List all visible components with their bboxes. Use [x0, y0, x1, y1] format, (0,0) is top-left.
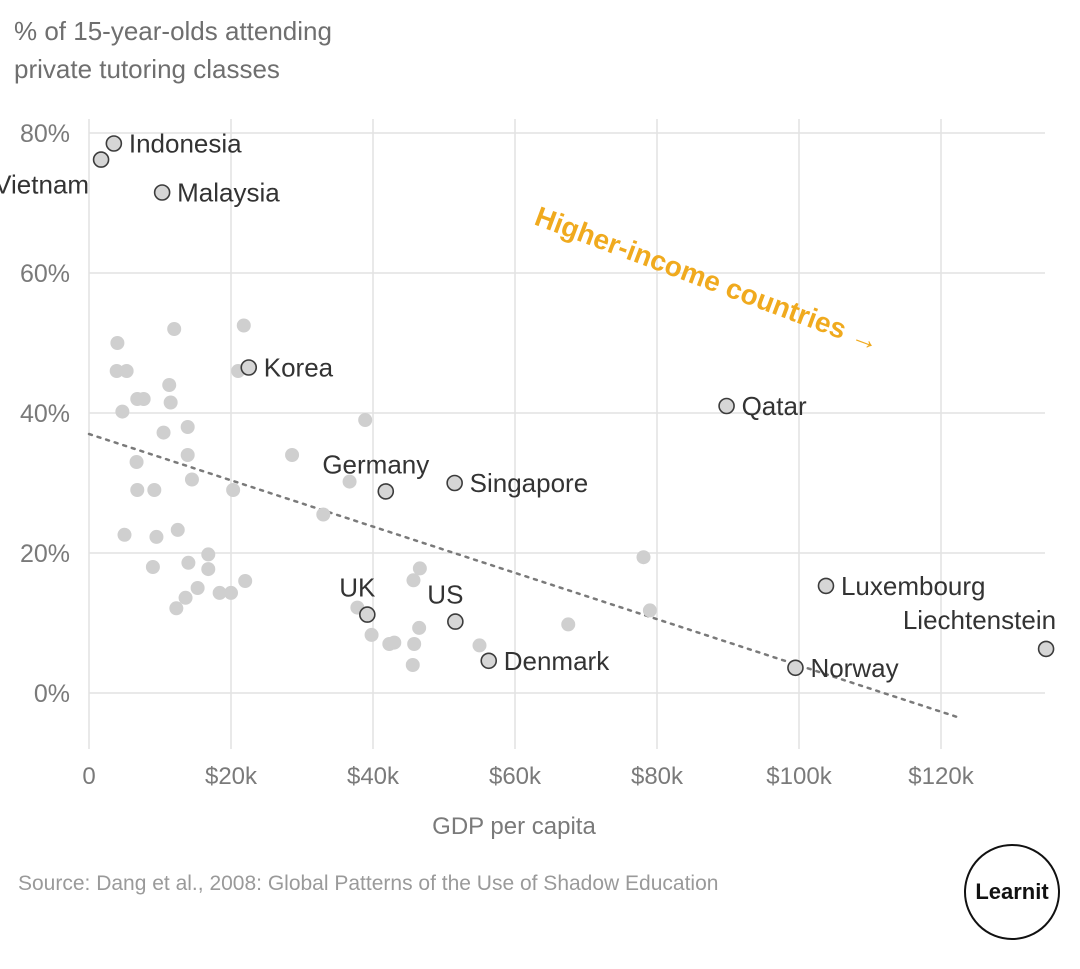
- y-tick-label: 60%: [20, 260, 70, 288]
- data-point: [405, 658, 420, 672]
- point-label-vietnam: Vietnam: [0, 170, 89, 200]
- data-point: [117, 527, 132, 542]
- y-axis-title-line-1: % of 15-year-olds attending: [14, 16, 332, 46]
- labeled-point-liechtenstein: [1037, 640, 1055, 658]
- data-point: [110, 336, 125, 350]
- labeled-point-us: [447, 613, 464, 630]
- data-point: [156, 425, 171, 440]
- data-point: [342, 474, 357, 489]
- point-label-korea: Korea: [264, 353, 334, 383]
- point-label-qatar: Qatar: [742, 391, 807, 421]
- data-point: [181, 555, 196, 570]
- logo-text: Learnit: [975, 879, 1049, 904]
- y-axis-title-line-2: private tutoring classes: [14, 54, 280, 84]
- data-point: [358, 413, 373, 427]
- data-point: [412, 561, 427, 576]
- point-label-uk: UK: [339, 573, 376, 603]
- point-label-luxembourg: Luxembourg: [841, 571, 986, 601]
- data-point: [412, 620, 427, 635]
- x-tick-label: $80k: [631, 763, 684, 790]
- source-note: Source: Dang et al., 2008: Global Patter…: [18, 872, 719, 895]
- data-point: [224, 585, 238, 600]
- data-point: [364, 627, 379, 642]
- point-label-indonesia: Indonesia: [129, 129, 242, 159]
- x-tick-label: 0: [82, 763, 95, 790]
- higher-income-annotation: Higher-income countries →: [531, 201, 884, 358]
- data-point: [145, 560, 160, 574]
- labeled-point-uk: [359, 606, 376, 623]
- labeled-point-indonesia: [105, 135, 123, 152]
- data-point: [316, 507, 331, 522]
- data-point: [285, 448, 300, 462]
- data-point: [236, 318, 251, 333]
- x-tick-label: $60k: [489, 763, 542, 790]
- data-point: [407, 637, 422, 651]
- data-point: [472, 638, 487, 653]
- data-point: [406, 573, 421, 588]
- trend-line-group: [87, 432, 960, 719]
- point-label-singapore: Singapore: [470, 468, 589, 498]
- data-point: [178, 590, 193, 605]
- data-point: [238, 574, 253, 588]
- points: [92, 135, 1055, 677]
- data-point: [201, 562, 216, 577]
- data-point: [169, 601, 184, 616]
- point-label-norway: Norway: [810, 653, 898, 683]
- data-point: [201, 547, 216, 562]
- labeled-point-korea: [240, 359, 258, 376]
- data-point: [170, 522, 185, 537]
- data-point: [226, 483, 241, 497]
- data-point: [119, 364, 134, 378]
- data-point: [642, 603, 657, 618]
- labeled-point-norway: [787, 659, 804, 677]
- data-point: [561, 617, 576, 632]
- point-label-germany: Germany: [322, 449, 429, 479]
- data-point: [149, 529, 164, 544]
- x-tick-label: $100k: [766, 763, 832, 790]
- labeled-point-malaysia: [153, 184, 171, 201]
- y-axis-title: % of 15-year-olds attending private tuto…: [14, 12, 332, 88]
- learnit-logo: Learnit: [964, 844, 1060, 940]
- labeled-point-germany: [377, 483, 395, 500]
- grid: [88, 119, 1045, 749]
- y-tick-label: 80%: [20, 120, 70, 148]
- point-label-denmark: Denmark: [504, 646, 610, 676]
- trend-line: [87, 432, 960, 719]
- data-point: [167, 322, 182, 336]
- data-point: [636, 550, 651, 565]
- data-point: [382, 637, 397, 651]
- data-point: [109, 364, 124, 378]
- axis-ticks: 0% 20% 40% 60% 80% 0 $20k $40k $60k $80k $100k $120…: [20, 120, 975, 790]
- data-point: [115, 404, 130, 419]
- data-point: [180, 448, 195, 462]
- data-point: [162, 378, 177, 392]
- y-tick-label: 0%: [34, 680, 70, 708]
- data-point: [147, 483, 162, 497]
- labeled-point-qatar: [718, 397, 735, 415]
- x-axis-title: GDP per capita: [432, 813, 596, 840]
- labeled-point-denmark: [480, 652, 498, 670]
- point-label-malaysia: Malaysia: [177, 178, 280, 208]
- data-point: [130, 483, 145, 497]
- y-tick-label: 20%: [20, 540, 70, 568]
- point-labels: Indonesia Vietnam Malaysia Korea Qatar German…: [0, 129, 1056, 683]
- labeled-point-luxembourg: [817, 577, 835, 595]
- data-point: [212, 585, 227, 600]
- data-point: [129, 455, 144, 469]
- y-tick-label: 40%: [20, 400, 70, 428]
- x-tick-label: $40k: [347, 763, 400, 790]
- labeled-point-singapore: [446, 474, 463, 492]
- point-label-liechtenstein: Liechtenstein: [903, 605, 1056, 635]
- data-point: [180, 420, 195, 434]
- x-tick-label: $120k: [908, 763, 974, 790]
- x-tick-label: $20k: [205, 763, 258, 790]
- labeled-point-vietnam: [92, 151, 110, 168]
- data-point: [136, 392, 151, 406]
- data-point: [163, 395, 178, 410]
- point-label-us: US: [427, 580, 463, 610]
- data-point: [184, 472, 199, 487]
- data-point: [190, 581, 205, 595]
